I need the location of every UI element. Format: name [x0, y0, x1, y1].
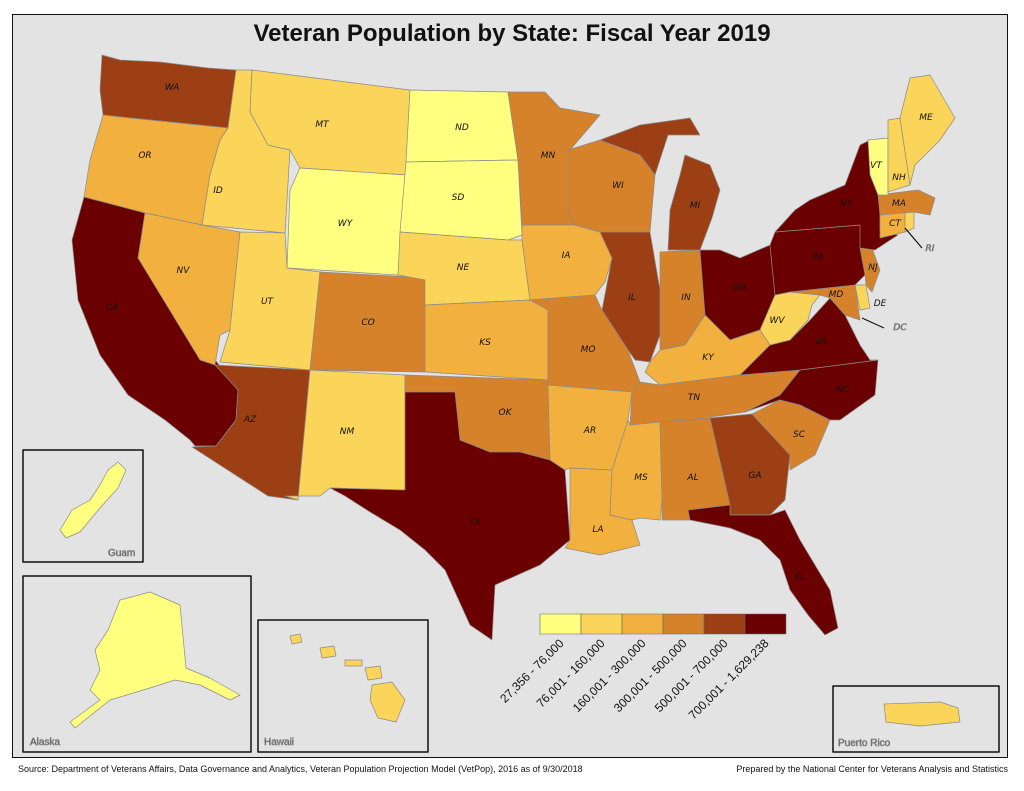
state-label-sd: SD	[452, 193, 465, 203]
credit-note: Prepared by the National Center for Vete…	[736, 764, 1008, 774]
legend-swatch-4	[662, 613, 705, 635]
state-label-fl: FL	[795, 573, 805, 583]
guam-label: Guam	[108, 548, 135, 559]
hawaii-island-big[interactable]	[369, 681, 406, 723]
state-label-ky: KY	[702, 353, 715, 363]
state-label-nm: NM	[340, 427, 355, 437]
state-label-ga: GA	[748, 471, 761, 481]
state-IL[interactable]	[599, 231, 661, 363]
legend-label-6: 700,001 - 1,629,238	[686, 636, 772, 722]
legend-label-3: 160,001 - 300,000	[570, 636, 649, 715]
state-label-wi: WI	[612, 181, 624, 191]
state-label-ri-outside: RI	[926, 244, 935, 254]
state-label-or: OR	[138, 151, 151, 161]
state-label-ar: AR	[583, 426, 596, 436]
state-label-mt: MT	[315, 120, 330, 130]
state-label-mn: MN	[541, 151, 556, 161]
map-title: Veteran Population by State: Fiscal Year…	[253, 20, 771, 47]
state-label-vt: VT	[870, 161, 883, 171]
legend-swatch-6	[744, 613, 787, 635]
legend-label-4: 300,001 - 500,000	[611, 636, 690, 715]
dc-leader-line	[861, 317, 885, 329]
state-label-nv: NV	[177, 266, 191, 276]
hawaii-label: Hawaii	[264, 737, 294, 748]
state-ME[interactable]	[899, 74, 956, 186]
state-label-mo: MO	[581, 345, 596, 355]
state-label-ia: IA	[562, 251, 571, 261]
state-IA[interactable]	[521, 224, 613, 301]
state-label-wy: WY	[338, 219, 354, 229]
state-FL[interactable]	[687, 504, 839, 636]
state-label-ut: UT	[261, 297, 275, 307]
hawaii-inset-frame	[257, 619, 429, 753]
state-NC[interactable]	[744, 359, 879, 421]
legend-swatch-2	[580, 613, 623, 635]
state-label-ct: CT	[889, 219, 902, 229]
state-label-ok: OK	[499, 408, 513, 418]
hawaii-island-maui[interactable]	[364, 665, 383, 681]
state-label-nj: NJ	[868, 263, 878, 273]
state-label-il: IL	[628, 293, 636, 303]
source-note: Source: Department of Veterans Affairs, …	[18, 764, 583, 774]
state-label-mi: MI	[690, 201, 701, 211]
legend-label-5: 500,001 - 700,000	[652, 636, 731, 715]
state-label-wa: WA	[165, 83, 180, 93]
state-label-ms: MS	[634, 473, 648, 483]
state-label-ks: KS	[479, 338, 491, 348]
state-WY[interactable]	[286, 167, 407, 276]
alaska-shape[interactable]	[69, 591, 241, 729]
legend-swatch-3	[621, 613, 664, 635]
state-SD[interactable]	[399, 159, 523, 241]
state-label-nc: NC	[836, 385, 850, 395]
state-label-layer: WA OR CA ID NV MT WY UT AZ CO NM ND SD NE KS OK TX MN IA MO…	[106, 83, 933, 583]
state-VT[interactable]	[867, 137, 889, 196]
state-label-ma: MA	[892, 199, 906, 209]
state-label-az: AZ	[243, 415, 257, 425]
state-label-tn: TN	[688, 393, 700, 403]
puerto-rico-shape[interactable]	[883, 701, 961, 727]
state-NV[interactable]	[137, 212, 241, 366]
state-label-co: CO	[361, 318, 374, 328]
guam-shape[interactable]	[59, 461, 127, 539]
hawaii-islands	[289, 633, 406, 723]
state-label-ne: NE	[457, 263, 470, 273]
hawaii-island-oahu[interactable]	[319, 645, 337, 659]
hawaii-island-molokai[interactable]	[344, 659, 363, 667]
state-label-oh: OH	[732, 283, 746, 293]
legend-swatch-5	[703, 613, 746, 635]
state-label-de: DE	[874, 299, 887, 309]
state-label-wv: WV	[769, 316, 785, 326]
state-label-nd: ND	[455, 123, 469, 133]
legend-swatch-1	[539, 613, 582, 635]
state-label-in: IN	[681, 293, 691, 303]
state-MI[interactable]	[599, 117, 701, 176]
state-label-md: MD	[829, 290, 844, 300]
state-label-id: ID	[213, 186, 223, 196]
state-label-tx: TX	[469, 518, 481, 528]
state-label-pa: PA	[812, 253, 823, 263]
state-label-sc: SC	[793, 430, 806, 440]
state-label-nh: NH	[892, 173, 906, 183]
state-MA[interactable]	[877, 189, 936, 216]
state-label-ca: CA	[106, 303, 118, 313]
puerto-rico-label: Puerto Rico	[838, 738, 891, 749]
state-label-va: VA	[815, 337, 827, 347]
state-label-ny: NY	[840, 199, 854, 209]
state-label-al: AL	[686, 473, 698, 483]
ri-leader-line	[904, 227, 923, 249]
state-DE[interactable]	[854, 284, 871, 311]
state-label-la: LA	[592, 525, 603, 535]
state-TX[interactable]	[329, 391, 571, 641]
state-label-dc-outside: DC	[893, 323, 907, 333]
hawaii-island-kauai[interactable]	[289, 633, 303, 645]
state-label-me: ME	[919, 113, 933, 123]
alaska-label: Alaska	[30, 737, 60, 748]
